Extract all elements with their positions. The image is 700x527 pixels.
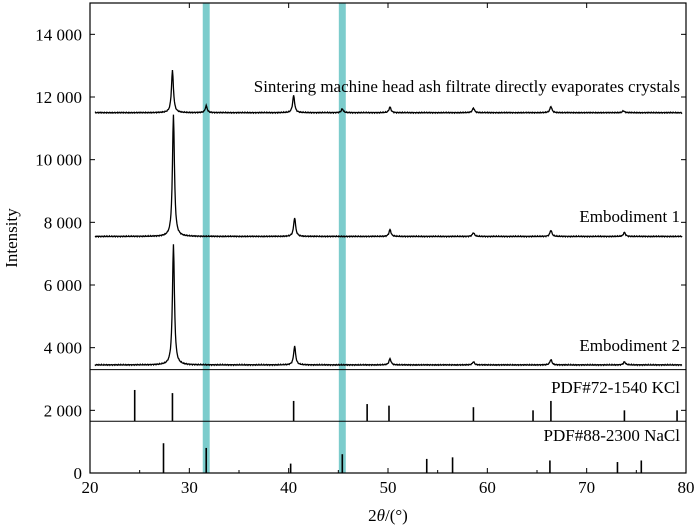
x-axis-title-number: 2 xyxy=(368,506,377,525)
x-tick-label-3: 50 xyxy=(380,478,397,497)
y-tick-label-2: 4 000 xyxy=(44,339,82,358)
y-tick-label-1: 2 000 xyxy=(44,401,82,420)
x-tick-label-1: 30 xyxy=(181,478,198,497)
y-tick-label-5: 10 000 xyxy=(35,151,82,170)
y-tick-label-0: 0 xyxy=(74,464,83,483)
series-line-0 xyxy=(94,70,683,115)
x-axis-title-theta: θ xyxy=(377,506,385,525)
highlight-band-1 xyxy=(338,3,346,473)
separator-lines xyxy=(90,369,686,422)
y-axis-ticks: 0 2 000 4 000 6 000 8 000 10 000 12 000 14 000 xyxy=(35,25,686,483)
x-tick-label-4: 60 xyxy=(479,478,496,497)
highlight-bands xyxy=(202,3,346,473)
series-line-1 xyxy=(94,114,683,239)
y-axis-title: Intensity xyxy=(2,208,21,268)
series-label-2: Embodiment 2 xyxy=(579,336,680,355)
annotation-labels: Sintering machine head ash filtrate dire… xyxy=(254,77,681,445)
x-tick-label-0: 20 xyxy=(82,478,99,497)
x-axis-title-unit: /(°) xyxy=(385,506,408,525)
x-tick-label-6: 80 xyxy=(678,478,695,497)
y-tick-label-4: 8 000 xyxy=(44,213,82,232)
reference-label-1: PDF#88-2300 NaCl xyxy=(544,426,681,445)
x-axis-title: 2θ/(°) xyxy=(368,506,408,525)
plot-frame xyxy=(89,2,687,474)
x-tick-label-2: 40 xyxy=(280,478,297,497)
x-axis-ticks: 20 30 40 50 60 70 80 xyxy=(82,3,695,497)
x-tick-label-5: 70 xyxy=(578,478,595,497)
reference-layer xyxy=(133,389,678,473)
reference-label-0: PDF#72-1540 KCl xyxy=(551,378,680,397)
y-tick-label-3: 6 000 xyxy=(44,276,82,295)
y-tick-label-6: 12 000 xyxy=(35,88,82,107)
series-label-1: Embodiment 1 xyxy=(579,207,680,226)
series-line-2 xyxy=(94,244,683,367)
y-tick-label-7: 14 000 xyxy=(35,25,82,44)
highlight-band-0 xyxy=(202,3,210,473)
series-label-0: Sintering machine head ash filtrate dire… xyxy=(254,77,680,96)
series-layer xyxy=(94,70,683,367)
